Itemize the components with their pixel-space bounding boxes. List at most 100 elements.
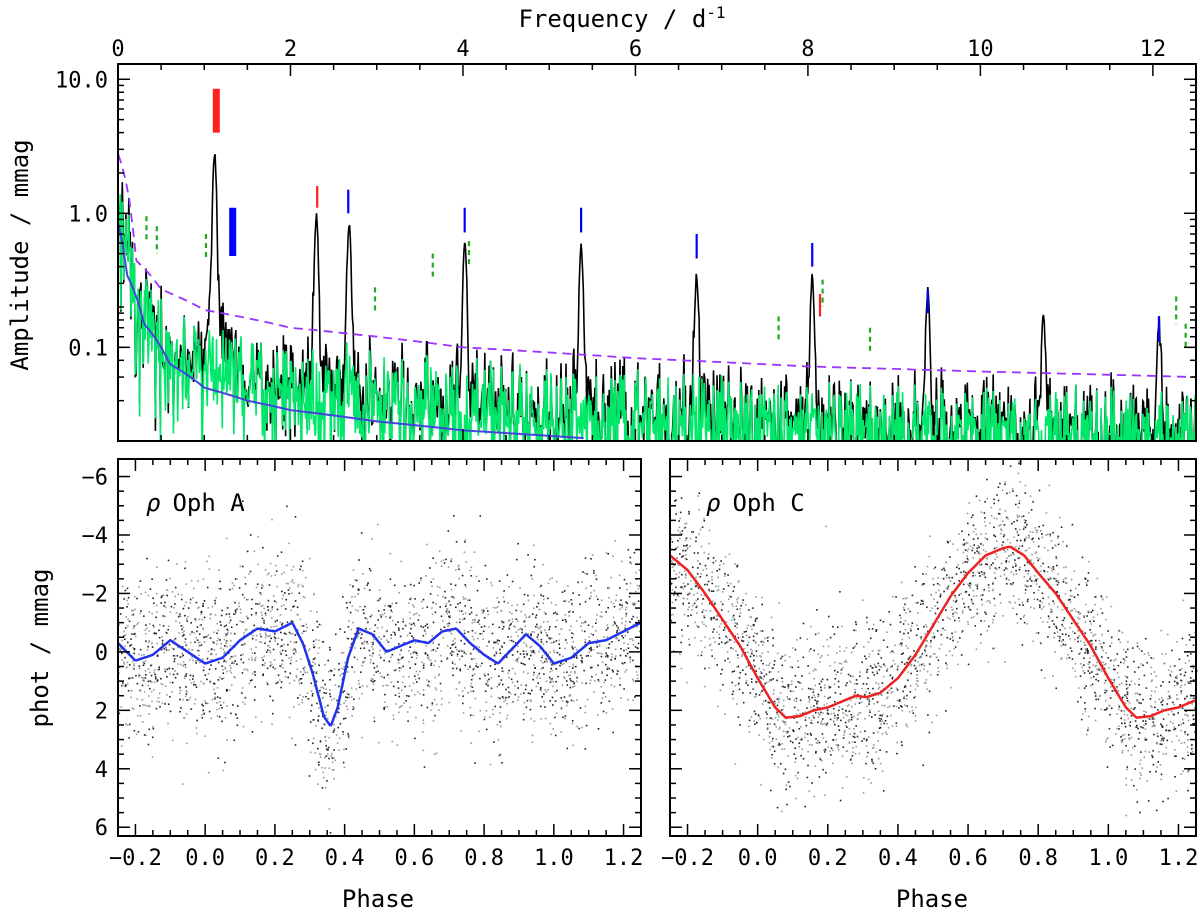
- light-curve-c-point: [682, 588, 685, 590]
- light-curve-c-point: [1126, 697, 1128, 699]
- light-curve-c-point: [933, 635, 936, 638]
- light-curve-a-point: [569, 674, 571, 677]
- light-curve-c-point: [1028, 537, 1030, 539]
- light-curve-a-point: [325, 692, 327, 694]
- light-curve-a-point: [349, 584, 352, 586]
- light-curve-a-phase-tick-label: 0.2: [255, 846, 295, 871]
- light-curve-a-point: [185, 686, 187, 688]
- light-curve-c-point: [1091, 643, 1094, 646]
- light-curve-a-point: [147, 668, 150, 670]
- light-curve-a-point: [214, 668, 217, 670]
- light-curve-a-point: [281, 649, 284, 652]
- light-curve-c-point: [1106, 707, 1108, 710]
- light-curve-a-point: [334, 684, 337, 686]
- light-curve-a-point: [237, 705, 239, 707]
- light-curve-a-point: [156, 700, 159, 703]
- light-curve-c-point: [841, 667, 844, 669]
- light-curve-a-point: [206, 635, 209, 638]
- light-curve-a-point: [460, 639, 462, 642]
- light-curve-a-point: [276, 608, 279, 611]
- light-curve-a-point: [576, 680, 578, 683]
- light-curve-c-point: [1184, 733, 1186, 735]
- light-curve-c-point: [680, 533, 683, 535]
- light-curve-c-point: [763, 700, 765, 702]
- light-curve-a-point: [589, 682, 591, 685]
- light-curve-a-point: [329, 678, 331, 681]
- light-curve-c-point: [1192, 714, 1195, 716]
- light-curve-a-point: [138, 653, 140, 656]
- light-curve-c-point: [692, 566, 694, 569]
- light-curve-a-point: [156, 642, 158, 645]
- light-curve-c-point: [715, 585, 717, 588]
- light-curve-c-point: [975, 533, 978, 536]
- light-curve-c-point: [817, 721, 819, 724]
- light-curve-a-point: [353, 706, 355, 709]
- light-curve-a-point: [198, 654, 200, 657]
- light-curve-a-point: [311, 704, 313, 707]
- light-curve-c-point: [1084, 710, 1087, 713]
- light-curve-c-point: [769, 662, 771, 665]
- light-curve-c-point: [689, 545, 691, 547]
- light-curve-c-point: [904, 704, 906, 706]
- light-curve-a-point: [202, 627, 204, 630]
- light-curve-c-point: [884, 720, 887, 722]
- light-curve-c-point: [886, 697, 888, 700]
- light-curve-a-point: [560, 662, 562, 664]
- light-curve-a-point: [436, 585, 439, 588]
- light-curve-c-point: [1009, 602, 1012, 604]
- light-curve-a-point: [291, 579, 294, 581]
- light-curve-c-point: [1103, 709, 1106, 711]
- light-curve-a-point: [367, 621, 369, 623]
- light-curve-c-point: [1168, 681, 1171, 683]
- light-curve-a-point: [270, 575, 273, 577]
- light-curve-a-point: [280, 605, 283, 607]
- light-curve-a-point: [459, 658, 461, 661]
- light-curve-c-point: [876, 670, 878, 673]
- light-curve-c-point: [1180, 692, 1182, 694]
- light-curve-a-point: [458, 568, 460, 571]
- light-curve-c-point: [964, 606, 966, 609]
- light-curve-a-point: [203, 712, 206, 714]
- light-curve-a-point: [153, 626, 155, 628]
- light-curve-c-point: [854, 741, 856, 743]
- light-curve-a-point: [149, 680, 152, 682]
- light-curve-a-point: [400, 560, 403, 563]
- light-curve-a-point: [244, 583, 247, 585]
- light-curve-c-point: [745, 592, 747, 595]
- light-curve-a-point: [397, 627, 400, 630]
- light-curve-a-point: [123, 598, 125, 600]
- light-curve-a-point: [616, 673, 618, 675]
- light-curve-c-point: [1012, 552, 1014, 554]
- light-curve-c-point: [727, 630, 730, 633]
- light-curve-a-point: [473, 657, 476, 660]
- light-curve-c-point: [741, 633, 744, 635]
- light-curve-c-point: [1151, 756, 1154, 759]
- light-curve-c-point: [1187, 715, 1189, 717]
- light-curve-a-point: [454, 646, 457, 649]
- light-curve-a-point: [511, 681, 514, 684]
- light-curve-c-point: [929, 645, 932, 648]
- light-curve-a-point: [289, 662, 292, 665]
- light-curve-c-point: [836, 652, 838, 654]
- light-curve-a-point: [259, 592, 262, 594]
- light-curve-c-point: [1088, 661, 1091, 663]
- light-curve-a-point: [453, 651, 455, 653]
- light-curve-a-point: [460, 649, 462, 652]
- light-curve-a-point: [496, 641, 498, 643]
- light-curve-a-point: [127, 682, 129, 685]
- light-curve-c-point: [807, 750, 809, 753]
- light-curve-a-point: [507, 672, 509, 675]
- light-curve-c-point: [983, 589, 985, 591]
- frequency-markers: [145, 88, 1187, 354]
- light-curve-a-point: [576, 620, 578, 622]
- light-curve-c-point: [1029, 576, 1032, 578]
- light-curve-a-point: [230, 626, 233, 628]
- light-curve-a-point: [627, 643, 629, 646]
- light-curve-a-point: [606, 624, 608, 626]
- light-curve-a-point: [422, 598, 425, 601]
- light-curve-a-point: [629, 561, 632, 564]
- light-curve-a-point: [314, 663, 316, 665]
- light-curve-a-point: [445, 610, 448, 613]
- light-curve-a-point: [369, 661, 372, 664]
- light-curve-a-point: [285, 675, 287, 678]
